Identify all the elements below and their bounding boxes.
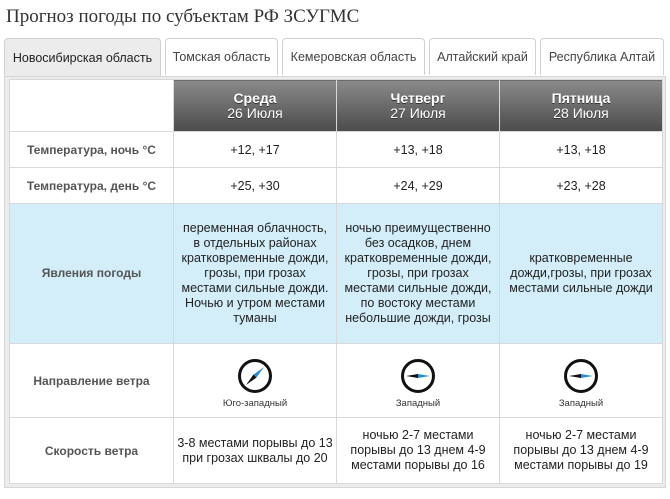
tab-altai-krai[interactable]: Алтайский край <box>429 38 536 75</box>
table-row-temp-day: Температура, день °C +25, +30 +24, +29 +… <box>9 167 663 204</box>
wind-direction-label: Западный <box>395 398 441 409</box>
row-label: Температура, день °C <box>9 167 174 204</box>
compass-southwest-icon <box>238 359 272 393</box>
tab-tomsk[interactable]: Томская область <box>165 38 278 75</box>
tab-kemerovo[interactable]: Кемеровская область <box>282 38 425 75</box>
day-header-friday: Пятница 28 Июля <box>499 79 663 132</box>
table-row-wind-direction: Направление ветра Юго-западный Западный <box>9 343 663 418</box>
day-date: 27 Июля <box>390 104 446 121</box>
day-date: 26 Июля <box>227 104 283 121</box>
region-tabs: Новосибирская область Томская область Ке… <box>4 38 666 77</box>
forecast-table: Среда 26 Июля Четверг 27 Июля Пятница 28… <box>9 79 663 484</box>
table-cell: +23, +28 <box>499 167 663 204</box>
compass-west-icon <box>564 359 598 393</box>
tab-altai-republic[interactable]: Республика Алтай <box>540 38 664 75</box>
table-cell: +25, +30 <box>173 167 337 204</box>
row-label: Явления погоды <box>9 203 174 344</box>
table-cell: кратковременные дожди,грозы, при грозах … <box>499 203 663 344</box>
day-weekday: Четверг <box>390 89 446 106</box>
day-weekday: Среда <box>233 89 277 106</box>
tab-novosibirsk[interactable]: Новосибирская область <box>4 38 161 77</box>
header-corner <box>9 79 174 132</box>
row-label: Направление ветра <box>9 343 174 418</box>
day-date: 28 Июля <box>553 104 609 121</box>
table-cell: Западный <box>499 343 663 418</box>
row-label: Скорость ветра <box>9 417 174 484</box>
table-cell: ночью преимущественно без осадков, днем … <box>336 203 500 344</box>
forecast-panel: Среда 26 Июля Четверг 27 Июля Пятница 28… <box>4 76 666 488</box>
table-cell: Западный <box>336 343 500 418</box>
header-row: Среда 26 Июля Четверг 27 Июля Пятница 28… <box>9 79 663 132</box>
table-cell: ночью 2-7 местами порывы до 13 днем 4-9 … <box>499 417 663 484</box>
table-cell: +13, +18 <box>499 131 663 168</box>
row-label: Температура, ночь °C <box>9 131 174 168</box>
table-cell: 3-8 местами порывы до 13 при грозах шква… <box>173 417 337 484</box>
day-header-thursday: Четверг 27 Июля <box>336 79 500 132</box>
table-row-phenomena: Явления погоды переменная облачность, в … <box>9 203 663 344</box>
table-cell: +24, +29 <box>336 167 500 204</box>
wind-direction-label: Западный <box>558 398 604 409</box>
day-header-wednesday: Среда 26 Июля <box>173 79 337 132</box>
table-cell: ночью 2-7 местами порывы до 13 днем 4-9 … <box>336 417 500 484</box>
day-weekday: Пятница <box>551 89 611 106</box>
table-cell: +13, +18 <box>336 131 500 168</box>
wind-direction-label: Юго-западный <box>222 398 288 409</box>
table-cell: переменная облачность, в отдельных район… <box>173 203 337 344</box>
table-cell: Юго-западный <box>173 343 337 418</box>
page-title: Прогноз погоды по субъектам РФ ЗСУГМС <box>6 6 360 27</box>
table-cell: +12, +17 <box>173 131 337 168</box>
table-row-temp-night: Температура, ночь °C +12, +17 +13, +18 +… <box>9 131 663 168</box>
compass-west-icon <box>401 359 435 393</box>
table-row-wind-speed: Скорость ветра 3-8 местами порывы до 13 … <box>9 417 663 484</box>
